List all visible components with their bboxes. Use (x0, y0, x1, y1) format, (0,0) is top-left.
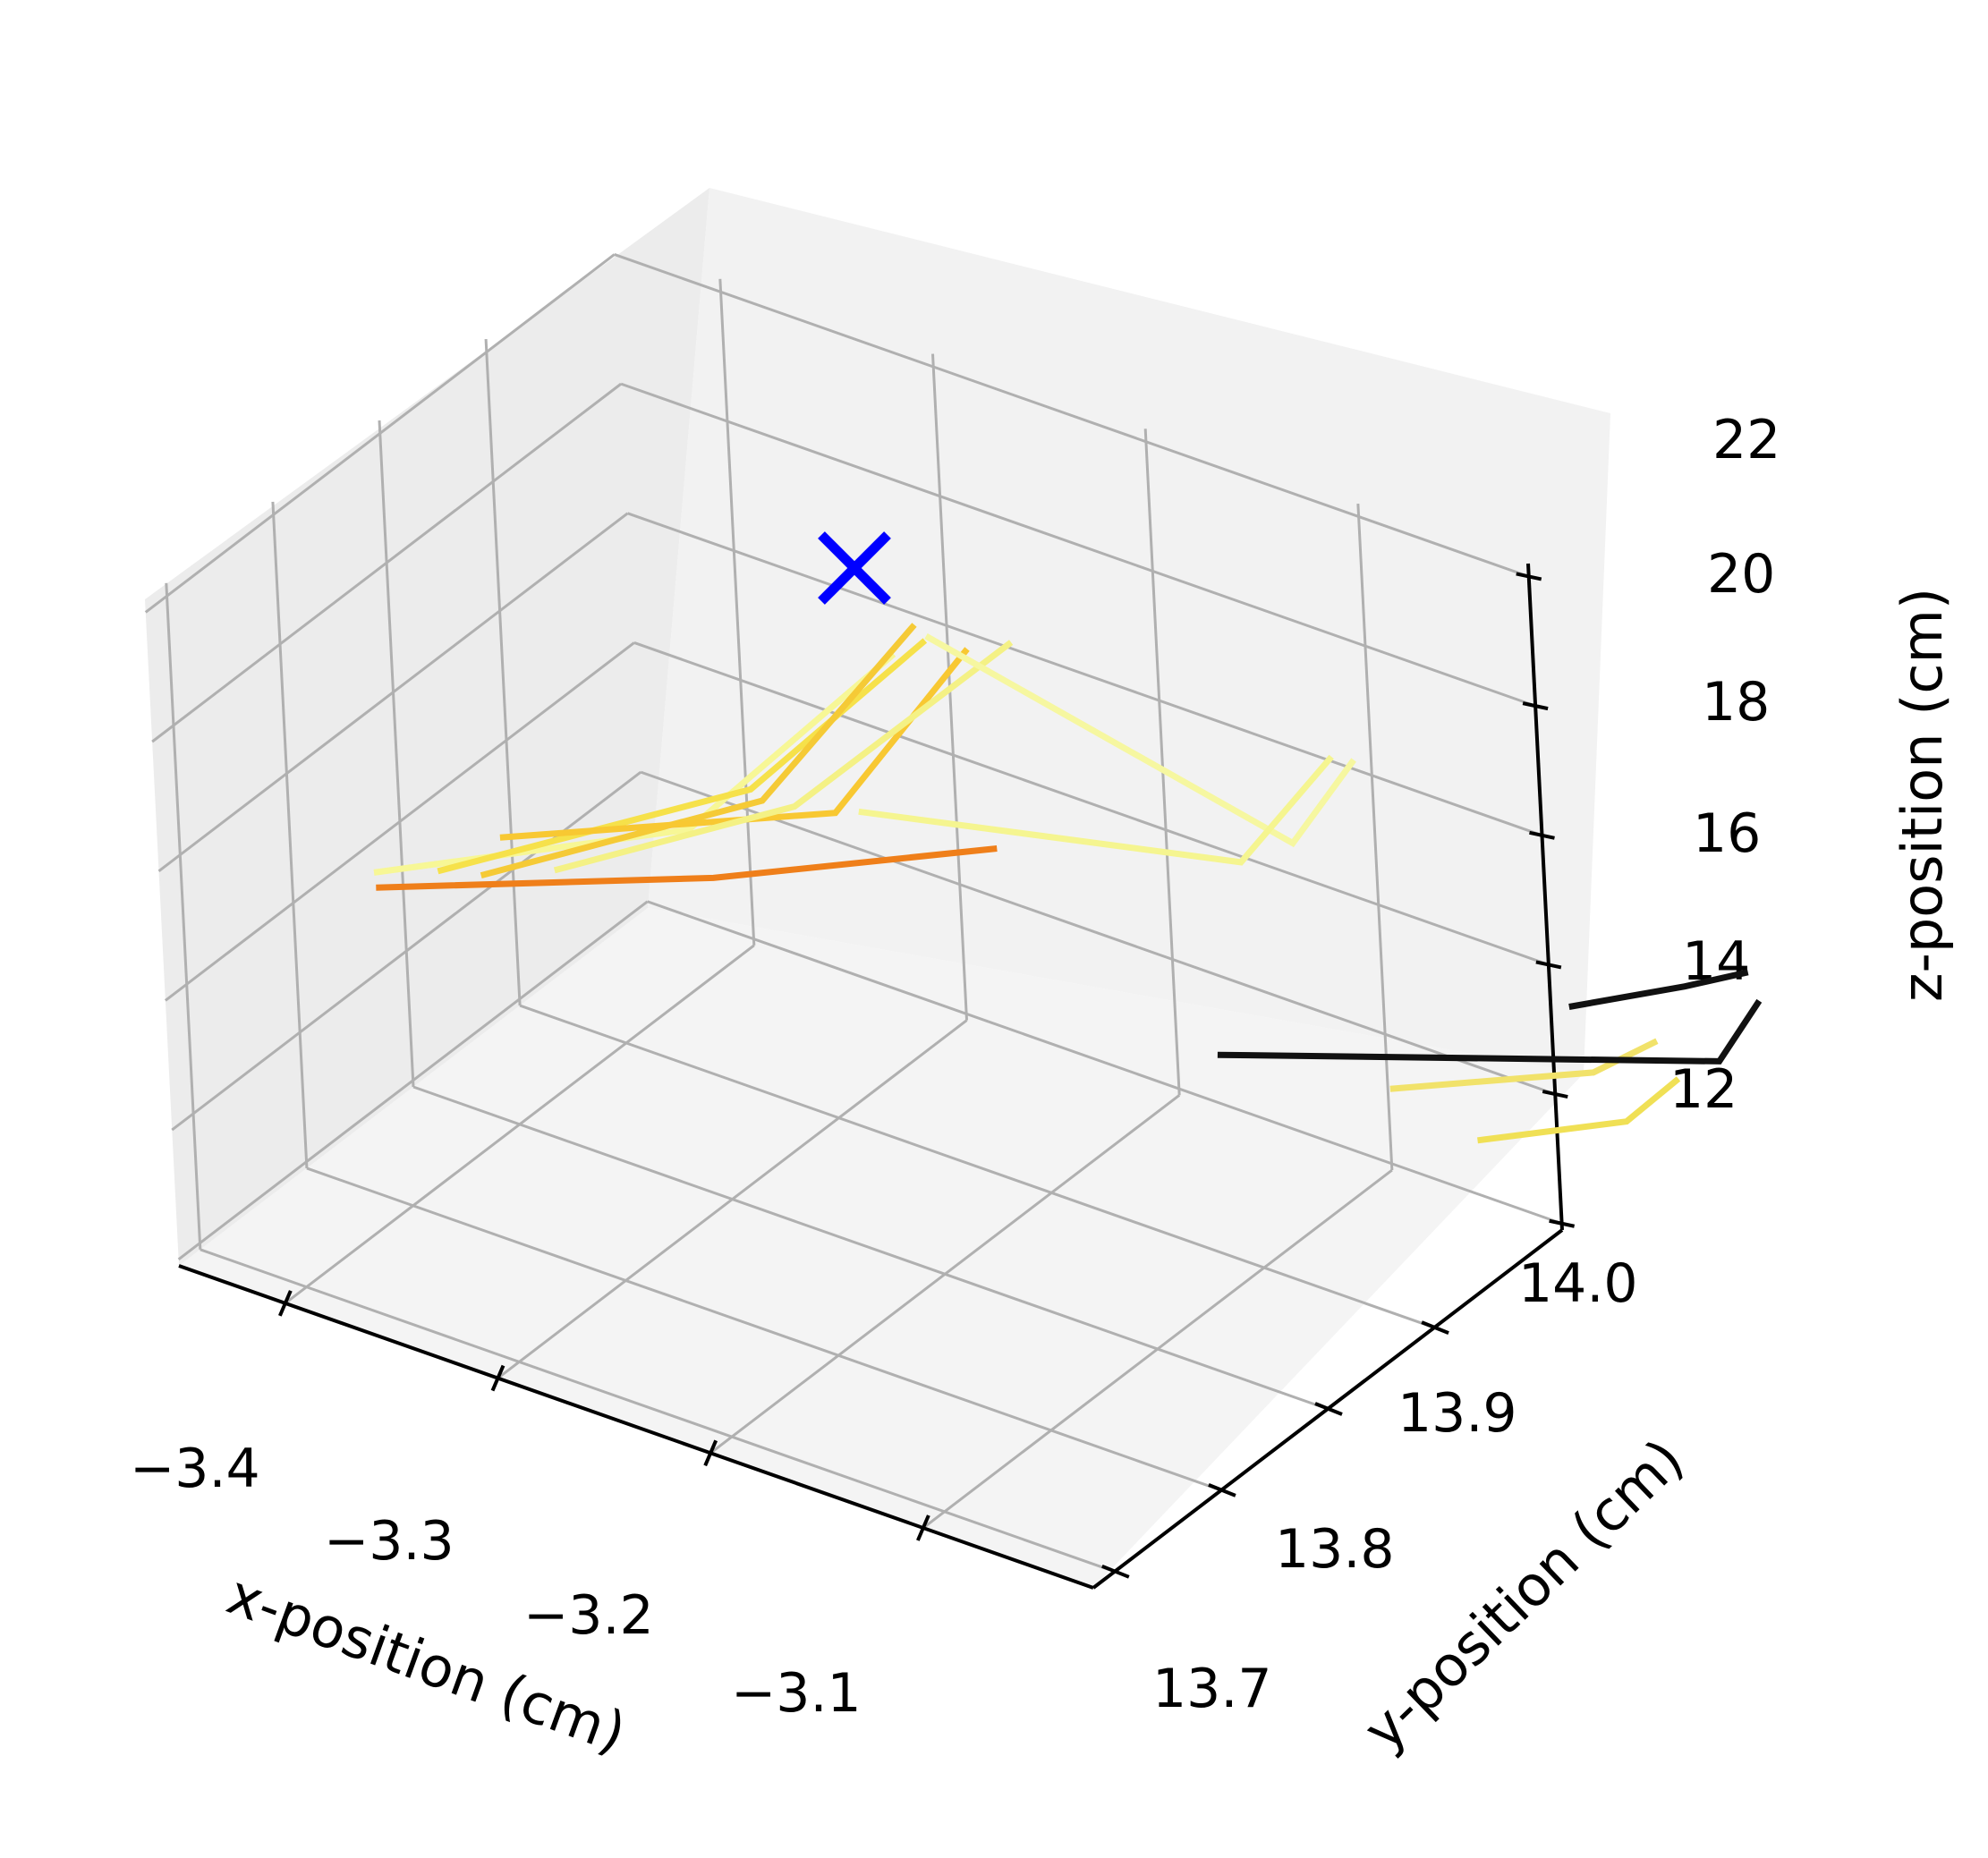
gridline (1143, 428, 1181, 1096)
tick-mark (1314, 1402, 1343, 1416)
track-7 (924, 633, 1356, 848)
series-group (373, 623, 1763, 1144)
tick-mark (1529, 830, 1555, 840)
z-tick-label: 12 (1669, 1058, 1737, 1121)
tick-mark (1522, 701, 1549, 711)
x-tick-label: −3.4 (130, 1438, 260, 1500)
track-10 (1477, 1076, 1681, 1144)
ticks (277, 572, 1576, 1579)
y-tick-label: 13.9 (1398, 1382, 1517, 1445)
gridline (306, 1167, 1222, 1492)
gridline (718, 278, 756, 946)
tick-mark (1535, 960, 1562, 970)
track-8 (858, 754, 1334, 866)
z-tick-label: 22 (1712, 409, 1780, 471)
gridline (144, 253, 616, 614)
x-tick-label: −3.1 (731, 1662, 862, 1725)
x-axis-line (178, 1264, 1094, 1590)
tick-mark (1516, 572, 1542, 581)
track-12 (1568, 969, 1749, 1010)
track-9 (1389, 1038, 1659, 1092)
track-5 (553, 640, 1014, 874)
tick-mark (1101, 1564, 1130, 1579)
gridline (519, 1004, 1435, 1329)
tick-mark (1549, 1218, 1576, 1228)
left-pane (145, 188, 709, 1266)
gridline (164, 641, 635, 1002)
gridline (633, 641, 1550, 966)
track-3 (480, 623, 917, 878)
gridline (614, 253, 1530, 578)
gridline (378, 420, 415, 1088)
tick-mark (1208, 1483, 1236, 1497)
track-2 (437, 638, 928, 875)
tick-mark (277, 1290, 293, 1317)
gridline (484, 339, 522, 1006)
gridline (271, 501, 309, 1168)
y-tick-label: 13.7 (1152, 1658, 1272, 1720)
gridline (412, 1085, 1329, 1411)
track-4 (499, 647, 970, 841)
gridline (640, 770, 1556, 1096)
tick-mark (916, 1514, 930, 1541)
x-tick-label: −3.2 (523, 1584, 654, 1647)
gridline (157, 512, 629, 872)
gridline (165, 582, 202, 1250)
tick-mark (1542, 1090, 1568, 1099)
gridline (177, 900, 649, 1260)
gridline (620, 382, 1536, 708)
tick-mark (490, 1364, 505, 1392)
y-tick-label: 14.0 (1518, 1252, 1638, 1315)
gridline (626, 512, 1542, 837)
track-6 (376, 845, 998, 891)
floor-pane (179, 908, 1584, 1588)
gridline (647, 900, 1563, 1226)
track-11 (1217, 998, 1763, 1065)
gridline (200, 1248, 1116, 1574)
y-tick-label: 13.8 (1275, 1518, 1395, 1581)
z-tick-label: 20 (1707, 543, 1775, 606)
z-tick-label: 16 (1693, 802, 1761, 865)
x-marker (818, 531, 891, 605)
z-axis-line (1526, 563, 1564, 1231)
gridline (151, 382, 623, 743)
tick-mark (1421, 1320, 1449, 1335)
z-axis-label: z-position (cm) (1890, 588, 1955, 1002)
y-axis-label: y-position (cm) (1351, 1426, 1696, 1762)
tick-mark (703, 1439, 718, 1467)
z-tick-label: 18 (1702, 671, 1770, 734)
x-tick-label: −3.3 (324, 1510, 455, 1573)
back-pane (648, 188, 1610, 1073)
